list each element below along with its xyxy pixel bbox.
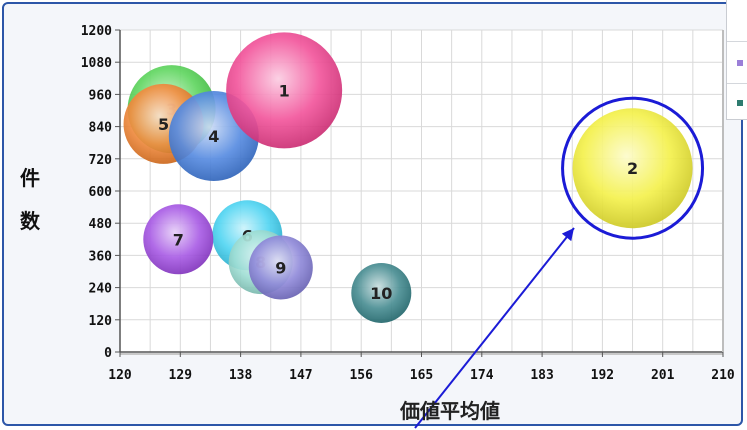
- y-tick-label: 240: [89, 282, 113, 297]
- legend-swatch: [737, 60, 743, 66]
- y-tick-label: 720: [89, 153, 113, 168]
- legend-row: [727, 84, 747, 126]
- x-tick-label: 156: [349, 368, 373, 383]
- bubble-label: 9: [275, 258, 286, 277]
- y-tick-label: 120: [89, 314, 113, 329]
- bubbles: 35412678910: [123, 32, 693, 323]
- y-tick-label: 960: [89, 88, 113, 103]
- x-tick-label: 129: [169, 368, 192, 383]
- y-tick-label: 1080: [81, 56, 112, 71]
- x-tick-label: 210: [711, 368, 735, 383]
- y-tick-label: 0: [104, 346, 112, 361]
- x-axis-label: 価値平均値: [400, 399, 500, 423]
- legend-row: [727, 42, 747, 84]
- x-tick-label: 138: [229, 368, 253, 383]
- y-axis-label-char: 数: [20, 209, 40, 233]
- y-tick-label: 600: [89, 185, 113, 200]
- bubble-2: [572, 108, 693, 229]
- bubble-label: 7: [173, 230, 184, 249]
- x-tick-label: 201: [651, 368, 675, 383]
- x-tick-label: 174: [470, 368, 494, 383]
- bubble-label: 2: [627, 159, 638, 178]
- x-tick-labels: 120 129 138 147 156 165 174 183 192 201 210: [108, 352, 735, 383]
- annotation-arrow-line: [414, 227, 575, 429]
- annotation-arrow-head: [561, 228, 574, 242]
- x-tick-label: 147: [289, 368, 312, 383]
- bubble-10: [351, 262, 412, 323]
- x-tick-label: 165: [410, 368, 433, 383]
- y-axis-label-char: 件: [20, 166, 40, 190]
- x-tick-label: 120: [108, 368, 132, 383]
- bubble-9: [248, 235, 313, 300]
- y-tick-label: 480: [89, 217, 113, 232]
- bubble-label: 10: [370, 284, 392, 303]
- x-tick-label: 183: [530, 368, 553, 383]
- annotation: [414, 96, 705, 429]
- y-tick-labels: 0 120 240 360 480 600 720 840 960 1080 1200: [81, 24, 120, 361]
- bubble-label: 1: [279, 81, 290, 100]
- x-tick-label: 192: [591, 368, 614, 383]
- bubble-label: 5: [158, 115, 169, 134]
- y-tick-label: 1200: [81, 24, 112, 39]
- y-tick-label: 840: [89, 121, 113, 136]
- legend-row: [727, 0, 747, 42]
- bubble-1: [226, 32, 343, 149]
- bubble-7: [143, 204, 214, 275]
- bubble-label: 4: [208, 127, 219, 146]
- highlight-circle: [561, 96, 705, 240]
- y-tick-label: 360: [89, 249, 113, 264]
- legend-panel: [726, 0, 747, 120]
- legend-swatch: [737, 100, 743, 106]
